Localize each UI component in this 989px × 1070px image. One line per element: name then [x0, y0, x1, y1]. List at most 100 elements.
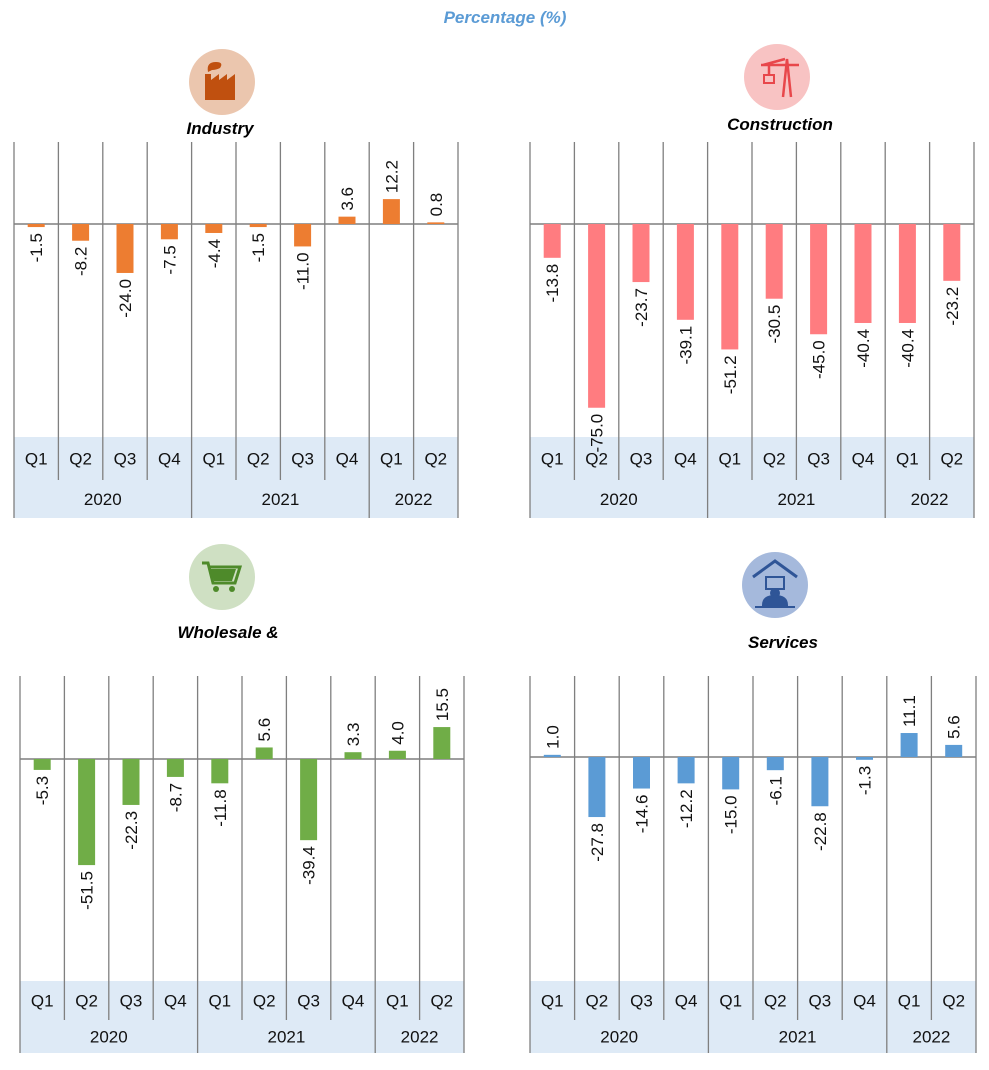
x-tick-label: Q3 [297, 992, 320, 1011]
x-tick-label: Q2 [69, 450, 92, 469]
x-tick-label: Q2 [75, 992, 98, 1011]
main-title: Percentage (%) [444, 8, 567, 27]
x-tick-label: Q2 [763, 450, 786, 469]
bar [900, 733, 918, 757]
data-label: -24.0 [116, 279, 135, 318]
bar [166, 759, 184, 777]
panel-title: Wholesale & [177, 623, 278, 642]
shopping-cart-icon [189, 544, 255, 610]
bar [898, 224, 916, 323]
bar [633, 757, 650, 789]
data-label: 5.6 [255, 718, 274, 742]
x-tick-label: Q4 [336, 450, 359, 469]
crane-icon [744, 44, 810, 110]
x-tick-label: Q3 [120, 992, 143, 1011]
year-label: 2021 [779, 1028, 817, 1047]
x-tick-label: Q2 [247, 450, 270, 469]
bar [811, 757, 829, 807]
year-label: 2022 [401, 1028, 439, 1047]
x-tick-label: Q1 [202, 450, 225, 469]
bar [78, 759, 96, 866]
bar [72, 224, 90, 241]
x-tick-label: Q1 [386, 992, 409, 1011]
bar [677, 757, 695, 784]
data-label: -23.2 [943, 287, 962, 326]
data-label: -1.3 [856, 766, 875, 795]
bar [388, 750, 406, 759]
data-label: -39.4 [300, 846, 319, 885]
data-label: -11.8 [211, 789, 230, 827]
x-tick-label: Q4 [158, 450, 181, 469]
bar [338, 216, 356, 224]
bar [382, 199, 400, 224]
x-tick-label: Q1 [31, 992, 54, 1011]
data-label: -14.6 [633, 795, 652, 834]
bar [810, 224, 828, 335]
x-tick-label: Q2 [764, 992, 787, 1011]
x-tick-label: Q4 [674, 450, 697, 469]
bar [588, 757, 606, 818]
x-tick-label: Q3 [809, 992, 832, 1011]
bar [33, 759, 51, 770]
bar [543, 224, 561, 258]
data-label: -8.2 [72, 247, 91, 276]
year-label: 2022 [912, 1028, 950, 1047]
bar [543, 754, 561, 757]
bar [294, 224, 312, 247]
data-label: -6.1 [766, 776, 785, 805]
bar [433, 727, 451, 759]
x-tick-label: Q3 [630, 450, 653, 469]
x-tick-label: Q2 [430, 992, 453, 1011]
data-label: -23.7 [632, 288, 651, 327]
x-tick-label: Q1 [896, 450, 919, 469]
bar [766, 757, 784, 771]
year-label: 2020 [84, 490, 122, 509]
data-label: -40.4 [854, 329, 873, 368]
bar [122, 759, 140, 805]
panel-construction: Construction-13.8Q1-75.0Q2-23.7Q3-39.1Q4… [529, 44, 975, 518]
x-tick-label: Q2 [585, 450, 608, 469]
panel-industry: Industry -1.5 Q1 -8.2 Q2 -24.0 Q3 -7.5 Q4 -4.4 Q1 -… [13, 49, 459, 518]
bar [160, 224, 178, 240]
data-label: 1.0 [543, 725, 562, 749]
bar [588, 224, 606, 408]
data-label: -22.3 [122, 811, 141, 850]
data-label: -12.2 [677, 789, 696, 828]
x-tick-label: Q2 [253, 992, 276, 1011]
data-label: -30.5 [765, 305, 784, 344]
bar [943, 224, 961, 281]
panel-wholesale: Wholesale & -5.3 Q1 -51.5 Q2 -22.3 Q3 -8.7 Q4 -11… [19, 544, 465, 1053]
x-tick-label: Q1 [718, 450, 741, 469]
bar [344, 752, 362, 759]
data-label: -45.0 [810, 340, 829, 379]
x-tick-label: Q2 [424, 450, 447, 469]
year-label: 2022 [395, 490, 433, 509]
bar [255, 747, 273, 759]
bar [427, 222, 445, 224]
bar [721, 224, 739, 350]
data-label: 5.6 [945, 715, 964, 739]
bar [116, 224, 134, 273]
data-label: -5.3 [33, 776, 52, 805]
panel-title: Industry [186, 119, 255, 138]
data-label: -27.8 [588, 823, 607, 862]
factory-icon [189, 49, 255, 115]
data-label: -11.0 [294, 252, 313, 290]
data-label: -1.5 [249, 233, 268, 262]
bar [632, 224, 650, 283]
x-tick-label: Q3 [630, 992, 653, 1011]
x-tick-label: Q1 [25, 450, 48, 469]
bar [856, 757, 873, 760]
data-label: -7.5 [160, 245, 179, 274]
year-label: 2021 [261, 490, 299, 509]
data-label: -40.4 [898, 329, 917, 368]
panel-title: Construction [727, 115, 833, 134]
bar [722, 757, 740, 790]
x-tick-label: Q1 [208, 992, 231, 1011]
year-label: 2020 [90, 1028, 128, 1047]
data-label: -4.4 [205, 239, 224, 268]
year-label: 2022 [911, 490, 949, 509]
panel-title: Services [748, 633, 818, 652]
bar [854, 224, 872, 323]
